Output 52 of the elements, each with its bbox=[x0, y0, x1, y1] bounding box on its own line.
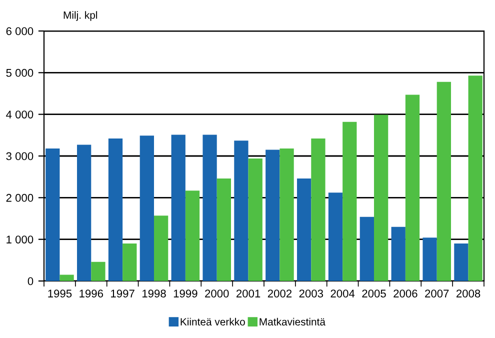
bar bbox=[328, 192, 343, 281]
legend-label: Kiinteä verkko bbox=[180, 318, 245, 326]
bar bbox=[60, 274, 74, 281]
x-tick-label: 2005 bbox=[362, 290, 386, 298]
bar bbox=[342, 122, 357, 281]
bar bbox=[436, 82, 451, 281]
y-tick-label: 1 000 bbox=[6, 236, 34, 244]
bar bbox=[422, 238, 437, 281]
y-tick-label: 0 bbox=[28, 277, 34, 286]
x-tick-label: 2000 bbox=[205, 290, 229, 298]
bar bbox=[266, 150, 280, 281]
bar bbox=[202, 134, 217, 281]
bar bbox=[454, 244, 468, 281]
bar bbox=[405, 94, 420, 281]
y-tick-label: 4 000 bbox=[6, 110, 34, 118]
bar bbox=[185, 190, 200, 281]
y-tick-label: 2 000 bbox=[6, 194, 34, 202]
bar bbox=[108, 138, 123, 281]
bar bbox=[216, 178, 231, 281]
y-tick-label: 3 000 bbox=[6, 152, 34, 160]
bar bbox=[234, 140, 248, 281]
x-tick-label: 2001 bbox=[236, 290, 260, 298]
x-tick-label: 2007 bbox=[425, 290, 449, 298]
x-tick-label: 1997 bbox=[111, 290, 134, 298]
x-tick-label: 1996 bbox=[80, 290, 104, 298]
x-tick-label: 2004 bbox=[330, 290, 355, 298]
x-tick-label: 1995 bbox=[48, 290, 72, 298]
bar bbox=[374, 114, 388, 281]
bar bbox=[297, 178, 312, 281]
bar bbox=[468, 76, 482, 281]
bar bbox=[140, 136, 154, 281]
x-tick-label: 1999 bbox=[174, 290, 198, 298]
x-tick-label: 2006 bbox=[394, 290, 418, 298]
bar bbox=[360, 216, 374, 281]
x-tick-label: 2003 bbox=[299, 290, 324, 298]
bar bbox=[311, 138, 326, 281]
y-tick-label: 5 000 bbox=[6, 68, 34, 77]
bar bbox=[248, 158, 262, 281]
bar bbox=[154, 216, 168, 281]
y-tick-label: 6 000 bbox=[6, 27, 34, 36]
bar bbox=[46, 148, 60, 281]
bar bbox=[391, 226, 406, 281]
bar bbox=[280, 148, 294, 281]
x-tick-label: 2008 bbox=[456, 290, 480, 298]
bar bbox=[77, 144, 92, 281]
bar bbox=[171, 134, 186, 281]
legend-label: Matkaviestintä bbox=[260, 318, 326, 326]
x-tick-label: 1998 bbox=[142, 290, 166, 298]
y-axis-title: Milj. kpl bbox=[64, 11, 98, 21]
bar bbox=[91, 262, 106, 281]
x-tick-label: 2002 bbox=[268, 290, 292, 298]
bar bbox=[122, 244, 137, 281]
